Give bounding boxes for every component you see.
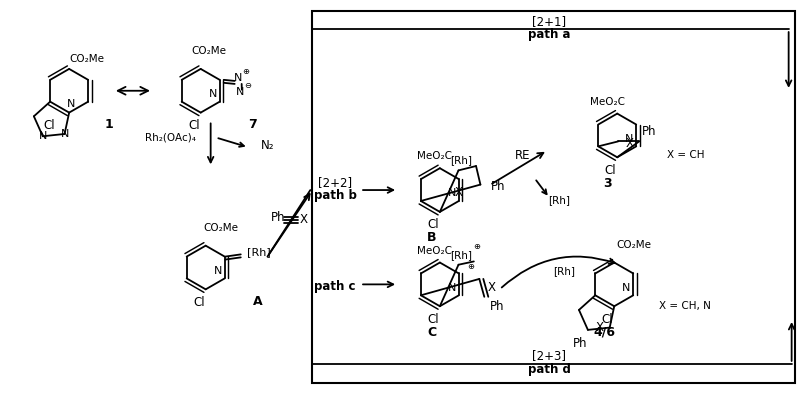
Text: [2+2]: [2+2]	[318, 176, 352, 189]
Text: [Rh]: [Rh]	[451, 156, 472, 165]
Text: N: N	[236, 87, 244, 97]
Text: Ph: Ph	[573, 337, 587, 350]
Text: CO₂Me: CO₂Me	[617, 240, 652, 250]
Text: N: N	[213, 266, 222, 276]
Text: N: N	[38, 131, 47, 141]
Text: RE: RE	[515, 149, 531, 162]
Text: Cl: Cl	[43, 119, 55, 132]
Text: [Rh]: [Rh]	[554, 266, 575, 277]
Text: N: N	[67, 99, 75, 109]
Text: X = CH, N: X = CH, N	[659, 301, 711, 311]
Text: Ph: Ph	[642, 125, 657, 138]
Text: Ph: Ph	[491, 180, 506, 193]
Text: 7: 7	[248, 118, 257, 131]
Text: ⊖: ⊖	[244, 81, 252, 90]
Text: N: N	[233, 73, 242, 83]
Text: Cl: Cl	[193, 296, 205, 309]
Text: N: N	[625, 134, 634, 144]
Text: [Rh]: [Rh]	[451, 250, 472, 260]
Text: ⊕: ⊕	[473, 242, 480, 251]
Text: X: X	[596, 322, 604, 335]
Text: CO₂Me: CO₂Me	[70, 54, 105, 64]
Text: path a: path a	[528, 28, 570, 41]
Text: ⊕: ⊕	[242, 67, 249, 76]
Bar	[312, 11, 795, 383]
Text: MeO₂C: MeO₂C	[590, 97, 625, 107]
Text: N: N	[447, 282, 456, 293]
Text: [Rh]: [Rh]	[247, 247, 271, 257]
Text: A: A	[252, 295, 262, 308]
Text: path d: path d	[528, 363, 571, 376]
Text: MeO₂C: MeO₂C	[417, 245, 452, 256]
Text: Rh₂(OAc)₄: Rh₂(OAc)₄	[145, 132, 196, 142]
Text: N: N	[447, 188, 456, 198]
Text: [2+3]: [2+3]	[532, 349, 566, 362]
Text: N₂: N₂	[260, 139, 274, 152]
Text: ⊕: ⊕	[467, 262, 475, 271]
Text: N: N	[61, 129, 69, 139]
Text: CO₂Me: CO₂Me	[203, 223, 238, 233]
Text: Cl: Cl	[427, 218, 439, 231]
Text: [2+1]: [2+1]	[532, 15, 566, 28]
Text: MeO₂C: MeO₂C	[417, 151, 452, 161]
Text: X = CH: X = CH	[667, 150, 705, 160]
Text: path c: path c	[315, 280, 356, 293]
Text: [Rh]: [Rh]	[548, 195, 570, 205]
Text: X: X	[455, 186, 463, 199]
Text: CO₂Me: CO₂Me	[191, 46, 226, 56]
Text: Cl: Cl	[605, 164, 617, 177]
Text: Cl: Cl	[602, 312, 614, 325]
Text: Cl: Cl	[427, 312, 439, 325]
Text: B: B	[427, 231, 436, 244]
Text: X: X	[300, 213, 308, 226]
Text: X: X	[487, 281, 495, 294]
Text: 3: 3	[603, 177, 611, 190]
Text: C: C	[427, 325, 436, 338]
Text: Ph: Ph	[270, 211, 285, 224]
Text: 1: 1	[105, 118, 113, 131]
Text: path b: path b	[314, 188, 356, 201]
Text: Ph: Ph	[490, 300, 504, 313]
Text: Cl: Cl	[189, 119, 200, 132]
Text: N: N	[209, 89, 217, 99]
Text: 4/6: 4/6	[594, 325, 615, 338]
Text: X: X	[626, 137, 634, 150]
Text: N: N	[622, 282, 630, 293]
